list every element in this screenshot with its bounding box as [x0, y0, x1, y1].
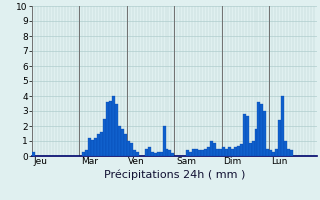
Bar [246, 116, 249, 156]
Bar [97, 134, 100, 156]
Bar [168, 150, 172, 156]
Bar [281, 96, 284, 156]
Bar [272, 152, 275, 156]
Bar [234, 147, 237, 156]
Bar [207, 147, 210, 156]
Bar [269, 150, 272, 156]
Bar [258, 102, 260, 156]
Bar [216, 148, 219, 156]
Bar [290, 150, 293, 156]
Bar [266, 148, 269, 156]
Bar [228, 147, 231, 156]
Bar [133, 150, 136, 156]
Bar [121, 129, 124, 156]
Bar [189, 152, 192, 156]
Bar [83, 152, 85, 156]
Bar [156, 152, 160, 156]
Bar [287, 148, 290, 156]
Bar [225, 148, 228, 156]
Bar [195, 148, 198, 156]
Bar [204, 148, 207, 156]
Bar [154, 153, 156, 156]
Bar [275, 148, 278, 156]
Bar [237, 146, 240, 156]
Bar [165, 148, 168, 156]
Bar [172, 153, 174, 156]
Bar [249, 142, 252, 156]
Bar [32, 152, 35, 156]
Bar [163, 126, 165, 156]
Bar [130, 142, 133, 156]
Bar [284, 141, 287, 156]
Bar [115, 104, 118, 156]
Bar [240, 144, 243, 156]
Bar [127, 141, 130, 156]
Bar [91, 140, 94, 156]
Bar [118, 126, 121, 156]
Bar [219, 148, 222, 156]
Bar [109, 100, 112, 156]
Bar [151, 152, 154, 156]
Bar [160, 152, 163, 156]
X-axis label: Précipitations 24h ( mm ): Précipitations 24h ( mm ) [104, 169, 245, 180]
Bar [243, 114, 246, 156]
Bar [103, 118, 106, 156]
Bar [94, 138, 97, 156]
Bar [106, 102, 109, 156]
Bar [260, 104, 263, 156]
Bar [278, 120, 281, 156]
Bar [263, 111, 266, 156]
Bar [88, 138, 91, 156]
Bar [252, 141, 254, 156]
Bar [254, 129, 258, 156]
Bar [124, 134, 127, 156]
Bar [186, 150, 189, 156]
Bar [210, 141, 213, 156]
Bar [201, 150, 204, 156]
Bar [222, 147, 225, 156]
Bar [112, 96, 115, 156]
Bar [100, 132, 103, 156]
Bar [213, 142, 216, 156]
Bar [85, 150, 88, 156]
Bar [145, 148, 148, 156]
Bar [198, 150, 201, 156]
Bar [231, 148, 234, 156]
Bar [192, 148, 195, 156]
Bar [136, 152, 139, 156]
Bar [148, 147, 151, 156]
